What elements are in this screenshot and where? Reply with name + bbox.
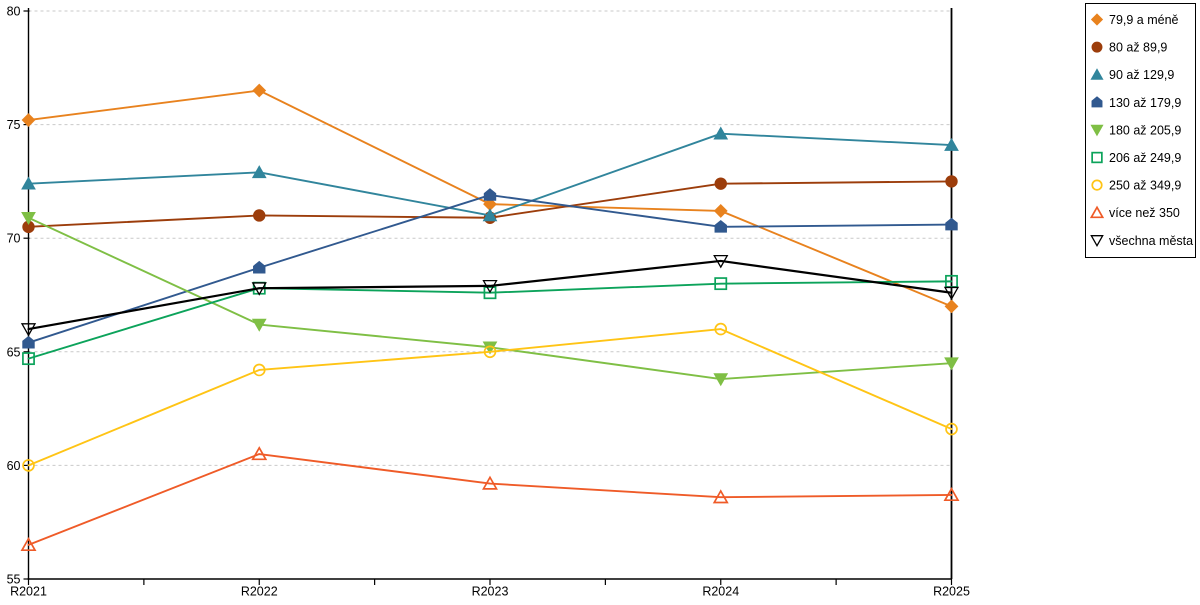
x-tick-label: R2021	[10, 585, 47, 599]
legend-item: 130 až 179,9	[1091, 96, 1181, 110]
data-point-marker	[21, 113, 36, 127]
y-tick-label: 80	[7, 5, 21, 19]
legend-marker-icon	[1090, 235, 1104, 248]
data-point-marker	[945, 175, 958, 188]
legend-item: 206 až 249,9	[1091, 151, 1181, 165]
series-7	[20, 446, 960, 552]
data-point-marker	[714, 277, 728, 291]
legend-item-label: 80 až 89,9	[1109, 41, 1167, 55]
data-point-marker	[482, 475, 498, 490]
legend-marker-icon	[1090, 68, 1104, 80]
data-point-marker	[251, 446, 268, 461]
axis-ticks	[23, 10, 953, 585]
data-point-marker	[712, 489, 729, 504]
data-point-marker	[713, 373, 729, 387]
series-3	[22, 188, 958, 349]
data-point-marker	[713, 126, 729, 140]
series-line	[27, 453, 953, 546]
legend-box	[1085, 3, 1196, 258]
x-tick-label: R2023	[472, 585, 509, 599]
data-point-marker	[22, 335, 35, 349]
y-tick-label: 60	[7, 459, 21, 473]
data-point-marker	[713, 254, 729, 269]
legend-item: 90 až 129,9	[1090, 68, 1174, 82]
series-6	[22, 322, 958, 472]
y-tick-label: 70	[7, 232, 21, 246]
data-point-marker	[944, 137, 959, 151]
legend-item: 79,9 a méně	[1090, 13, 1179, 27]
x-tick-label: R2024	[702, 585, 739, 599]
x-tick-labels: R2021 R2022 R2023 R2024 R2025	[10, 585, 970, 599]
legend-item: 250 až 349,9	[1091, 179, 1181, 193]
data-point-marker	[943, 286, 960, 301]
data-point-marker	[483, 188, 497, 201]
data-point-marker	[252, 83, 267, 98]
legend-item-label: 180 až 205,9	[1109, 123, 1181, 137]
data-point-marker	[945, 217, 958, 231]
legend-marker-icon	[1090, 13, 1104, 26]
data-point-marker	[253, 260, 266, 274]
legend-item: 180 až 205,9	[1090, 123, 1181, 137]
series-line	[27, 259, 953, 331]
data-point-marker	[22, 352, 35, 366]
data-point-marker	[251, 165, 267, 179]
series-4	[21, 211, 959, 387]
legend: 79,9 a méně 80 až 89,9 90 až 129,9 130 až 1…	[1085, 3, 1196, 258]
gridlines	[28, 10, 952, 466]
data-point-marker	[20, 536, 37, 552]
y-tick-label: 55	[7, 573, 21, 587]
legend-item-label: 79,9 a méně	[1109, 13, 1179, 27]
data-point-marker	[944, 357, 959, 371]
data-point-marker	[714, 219, 727, 233]
data-point-marker	[714, 322, 728, 336]
series-2	[21, 126, 959, 222]
x-tick-label: R2022	[241, 585, 278, 599]
data-point-marker	[483, 286, 497, 300]
legend-marker-icon	[1091, 179, 1103, 191]
legend-marker-icon	[1091, 41, 1103, 53]
data-point-marker	[944, 299, 959, 314]
data-point-marker	[251, 282, 267, 296]
data-point-marker	[252, 363, 266, 377]
legend-item-label: 206 až 249,9	[1109, 151, 1181, 165]
y-tick-label: 65	[7, 345, 21, 359]
data-point-marker	[251, 318, 267, 332]
data-point-marker	[20, 323, 37, 337]
legend-item: více než 350	[1089, 205, 1180, 220]
legend-marker-icon	[1091, 151, 1103, 164]
legend-item: 80 až 89,9	[1091, 41, 1167, 55]
legend-item: všechna města	[1090, 234, 1193, 248]
data-point-marker	[21, 176, 36, 190]
legend-item-label: 250 až 349,9	[1109, 179, 1181, 193]
data-point-marker	[713, 204, 728, 218]
data-point-marker	[253, 209, 266, 222]
data-point-marker	[945, 422, 958, 436]
data-point-marker	[22, 459, 35, 472]
legend-item-label: 130 až 179,9	[1109, 96, 1181, 110]
y-tick-label: 75	[7, 118, 21, 132]
series-8	[20, 254, 960, 337]
data-point-marker	[21, 211, 36, 225]
data-point-marker	[482, 208, 498, 222]
data-point-marker	[482, 279, 498, 294]
legend-marker-icon	[1090, 124, 1104, 137]
legend-marker-icon	[1089, 205, 1105, 219]
series-line	[27, 328, 953, 467]
legend-item-label: 90 až 129,9	[1109, 68, 1174, 82]
legend-item-label: všechna města	[1109, 234, 1193, 248]
x-tick-label: R2025	[933, 585, 970, 599]
legend-item-label: více než 350	[1109, 206, 1180, 220]
data-point-marker	[714, 177, 727, 190]
data-point-marker	[943, 487, 960, 502]
y-tick-labels: 80 75 70 65 60 55	[7, 5, 21, 587]
legend-marker-icon	[1091, 96, 1103, 108]
data-point-marker	[483, 345, 497, 359]
